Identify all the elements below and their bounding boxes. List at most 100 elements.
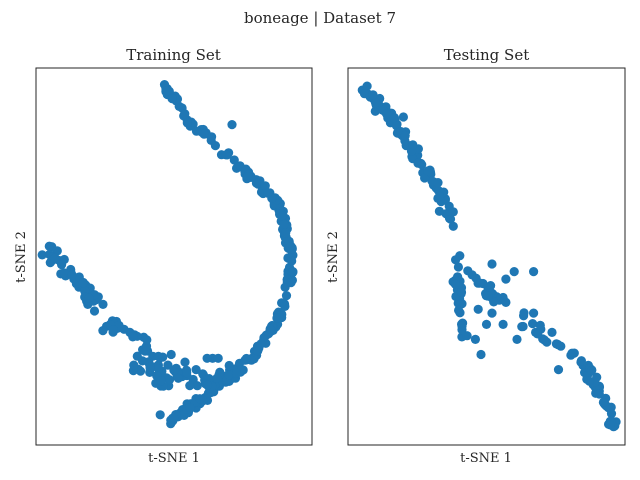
scatter-point [263, 188, 273, 198]
scatter-point [498, 319, 508, 329]
scatter-point [213, 353, 223, 363]
scatter-point [169, 413, 179, 423]
scatter-point [457, 321, 467, 331]
scatter-point [368, 90, 378, 100]
scatter-point [448, 207, 458, 217]
scatter-point [153, 363, 163, 374]
testing-xlabel: t-SNE 1 [460, 451, 512, 466]
scatter-point [594, 389, 604, 399]
scatter-point [137, 356, 148, 366]
scatter-point [535, 320, 545, 330]
scatter-point [287, 256, 297, 266]
scatter-point [279, 219, 289, 229]
training-xlabel: t-SNE 1 [148, 451, 200, 466]
scatter-point [398, 112, 408, 122]
scatter-point [598, 397, 609, 407]
training-title: Training Set [126, 46, 221, 64]
scatter-point [129, 360, 139, 370]
scatter-point [98, 299, 108, 309]
scatter-point [164, 375, 175, 385]
scatter-point [371, 98, 381, 108]
scatter-point [417, 160, 427, 170]
training-ylabel: t-SNE 2 [14, 231, 29, 283]
scatter-point [260, 181, 270, 191]
scatter-point [182, 367, 192, 378]
scatter-point [243, 171, 253, 182]
scatter-point [486, 281, 496, 291]
scatter-point [185, 381, 195, 391]
scatter-point [231, 368, 242, 378]
scatter-point [210, 141, 220, 151]
figure-title: boneage | Dataset 7 [244, 9, 396, 27]
scatter-point [489, 297, 499, 307]
scatter-point [381, 109, 392, 119]
scatter-point [462, 331, 472, 341]
scatter-point [475, 278, 485, 288]
scatter-point [256, 339, 266, 349]
scatter-point [163, 360, 173, 370]
scatter-point [285, 242, 295, 252]
scatter-point [128, 332, 138, 342]
scatter-point [161, 86, 171, 97]
scatter-point [451, 255, 461, 265]
scatter-point [605, 420, 615, 430]
scatter-point [547, 327, 557, 337]
training-frame [35, 67, 313, 446]
scatter-point [195, 394, 205, 404]
scatter-point [192, 381, 202, 391]
scatter-point [487, 259, 497, 269]
scatter-point [286, 278, 296, 288]
scatter-point [280, 301, 290, 311]
scatter-point [470, 334, 480, 344]
scatter-point [241, 353, 251, 364]
scatter-point [229, 155, 239, 165]
scatter-point [59, 268, 69, 278]
scatter-point [142, 335, 152, 345]
scatter-point [180, 357, 190, 367]
scatter-point [566, 350, 576, 360]
training-points [37, 80, 298, 429]
scatter-point [50, 253, 60, 263]
scatter-point [389, 113, 399, 123]
scatter-point [227, 120, 237, 130]
scatter-point [221, 150, 231, 160]
scatter-point [281, 291, 292, 301]
scatter-point [180, 109, 190, 119]
scatter-point [556, 341, 566, 351]
scatter-point [67, 270, 77, 280]
scatter-point [185, 403, 195, 413]
scatter-point [487, 308, 497, 318]
scatter-point [207, 132, 217, 142]
scatter-point [553, 365, 564, 375]
scatter-point [37, 250, 47, 260]
scatter-point [576, 356, 587, 366]
scatter-point [191, 365, 201, 375]
scatter-point [586, 366, 597, 376]
scatter-point [198, 369, 208, 379]
scatter-point [473, 304, 483, 314]
testing-ylabel: t-SNE 2 [326, 231, 341, 283]
scatter-point [454, 305, 464, 315]
scatter-point [512, 334, 522, 344]
scatter-point [281, 228, 291, 238]
scatter-point [182, 118, 192, 128]
scatter-point [606, 409, 617, 419]
scatter-point [584, 376, 594, 386]
scatter-point [191, 126, 202, 136]
scatter-point [155, 410, 165, 420]
scatter-point [476, 349, 486, 360]
scatter-point [224, 370, 234, 380]
scatter-point [362, 81, 372, 91]
scatter-point [408, 140, 418, 150]
testing-title: Testing Set [444, 46, 529, 64]
scatter-point [529, 308, 539, 318]
scatter-point [400, 130, 410, 141]
scatter-point [145, 362, 155, 372]
scatter-point [539, 335, 550, 345]
scatter-point [80, 286, 90, 296]
training-panel: Training Set t-SNE 1 t-SNE 2 [14, 46, 313, 466]
scatter-point [448, 221, 458, 231]
scatter-point [78, 277, 88, 288]
scatter-point [528, 319, 538, 329]
